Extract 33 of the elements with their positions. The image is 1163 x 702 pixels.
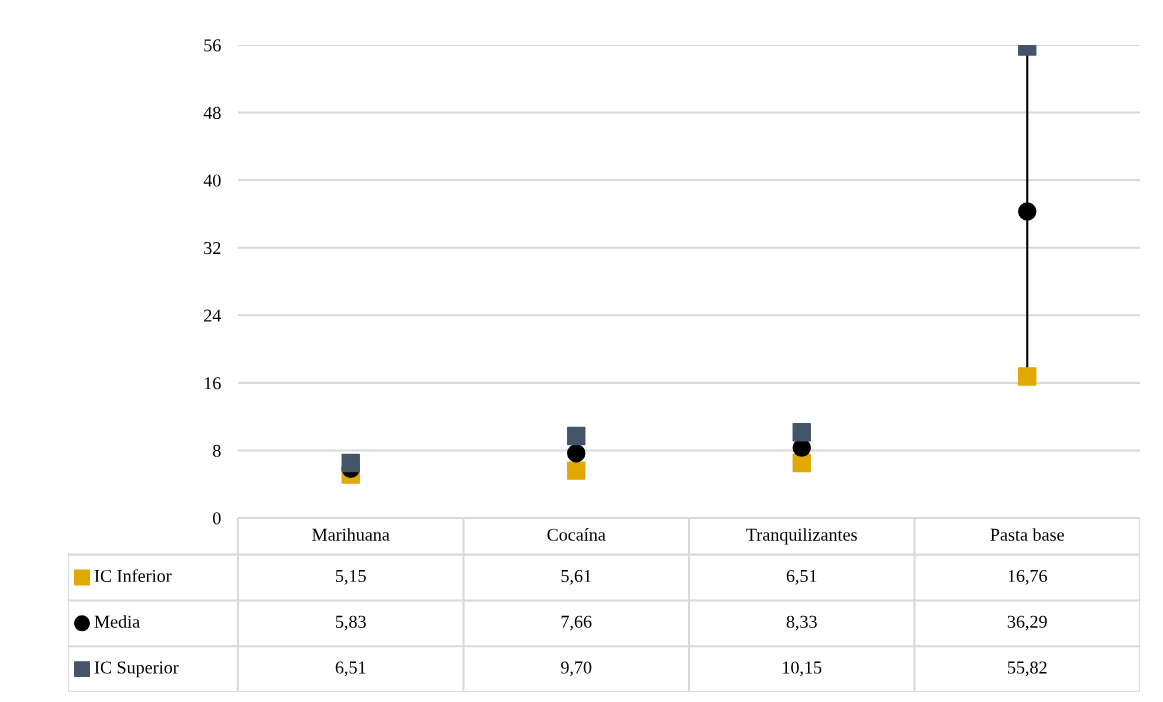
- point: [567, 426, 586, 446]
- point: [567, 444, 586, 463]
- data-label: 5,61: [561, 569, 591, 585]
- data-label: 5,83: [336, 615, 366, 631]
- data-label: 9,70: [561, 661, 592, 677]
- y-tick-label: 0: [212, 512, 221, 525]
- data-label: 10,15: [783, 661, 822, 677]
- x-tick-label: Pasta base: [990, 528, 1064, 541]
- data-label: 5,15: [336, 569, 366, 585]
- y-tick-label: 32: [204, 242, 221, 255]
- legend-label: IC Superior: [94, 661, 179, 678]
- y-tick-label: 24: [204, 309, 222, 322]
- x-tick-label: Tranquilizantes: [746, 528, 857, 545]
- data-label: 6,51: [335, 661, 366, 677]
- x-tick-label: Cocaína: [547, 528, 606, 541]
- data-label: 8,33: [786, 615, 817, 631]
- data-label: 36,29: [1007, 615, 1047, 631]
- point: [341, 453, 360, 473]
- x-tick-label: Marihuana: [312, 528, 390, 541]
- point: [1018, 367, 1037, 386]
- y-tick-label: 16: [204, 377, 221, 390]
- data-label: 7,66: [561, 615, 592, 631]
- y-tick-label: 56: [204, 39, 221, 52]
- point: [792, 423, 811, 442]
- y-tick-label: 48: [203, 106, 221, 120]
- legend-label: Media: [94, 615, 140, 628]
- point: [567, 461, 586, 480]
- y-tick-label: 40: [203, 174, 221, 187]
- y-tick-label: 8: [212, 444, 221, 457]
- data-label: 6,51: [786, 569, 817, 585]
- legend-label: IC Inferior: [94, 569, 172, 583]
- data-label: 55,82: [1007, 661, 1047, 677]
- data-label: 16,76: [1008, 569, 1048, 585]
